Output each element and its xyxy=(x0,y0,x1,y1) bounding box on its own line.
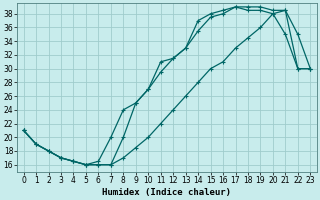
X-axis label: Humidex (Indice chaleur): Humidex (Indice chaleur) xyxy=(102,188,231,197)
